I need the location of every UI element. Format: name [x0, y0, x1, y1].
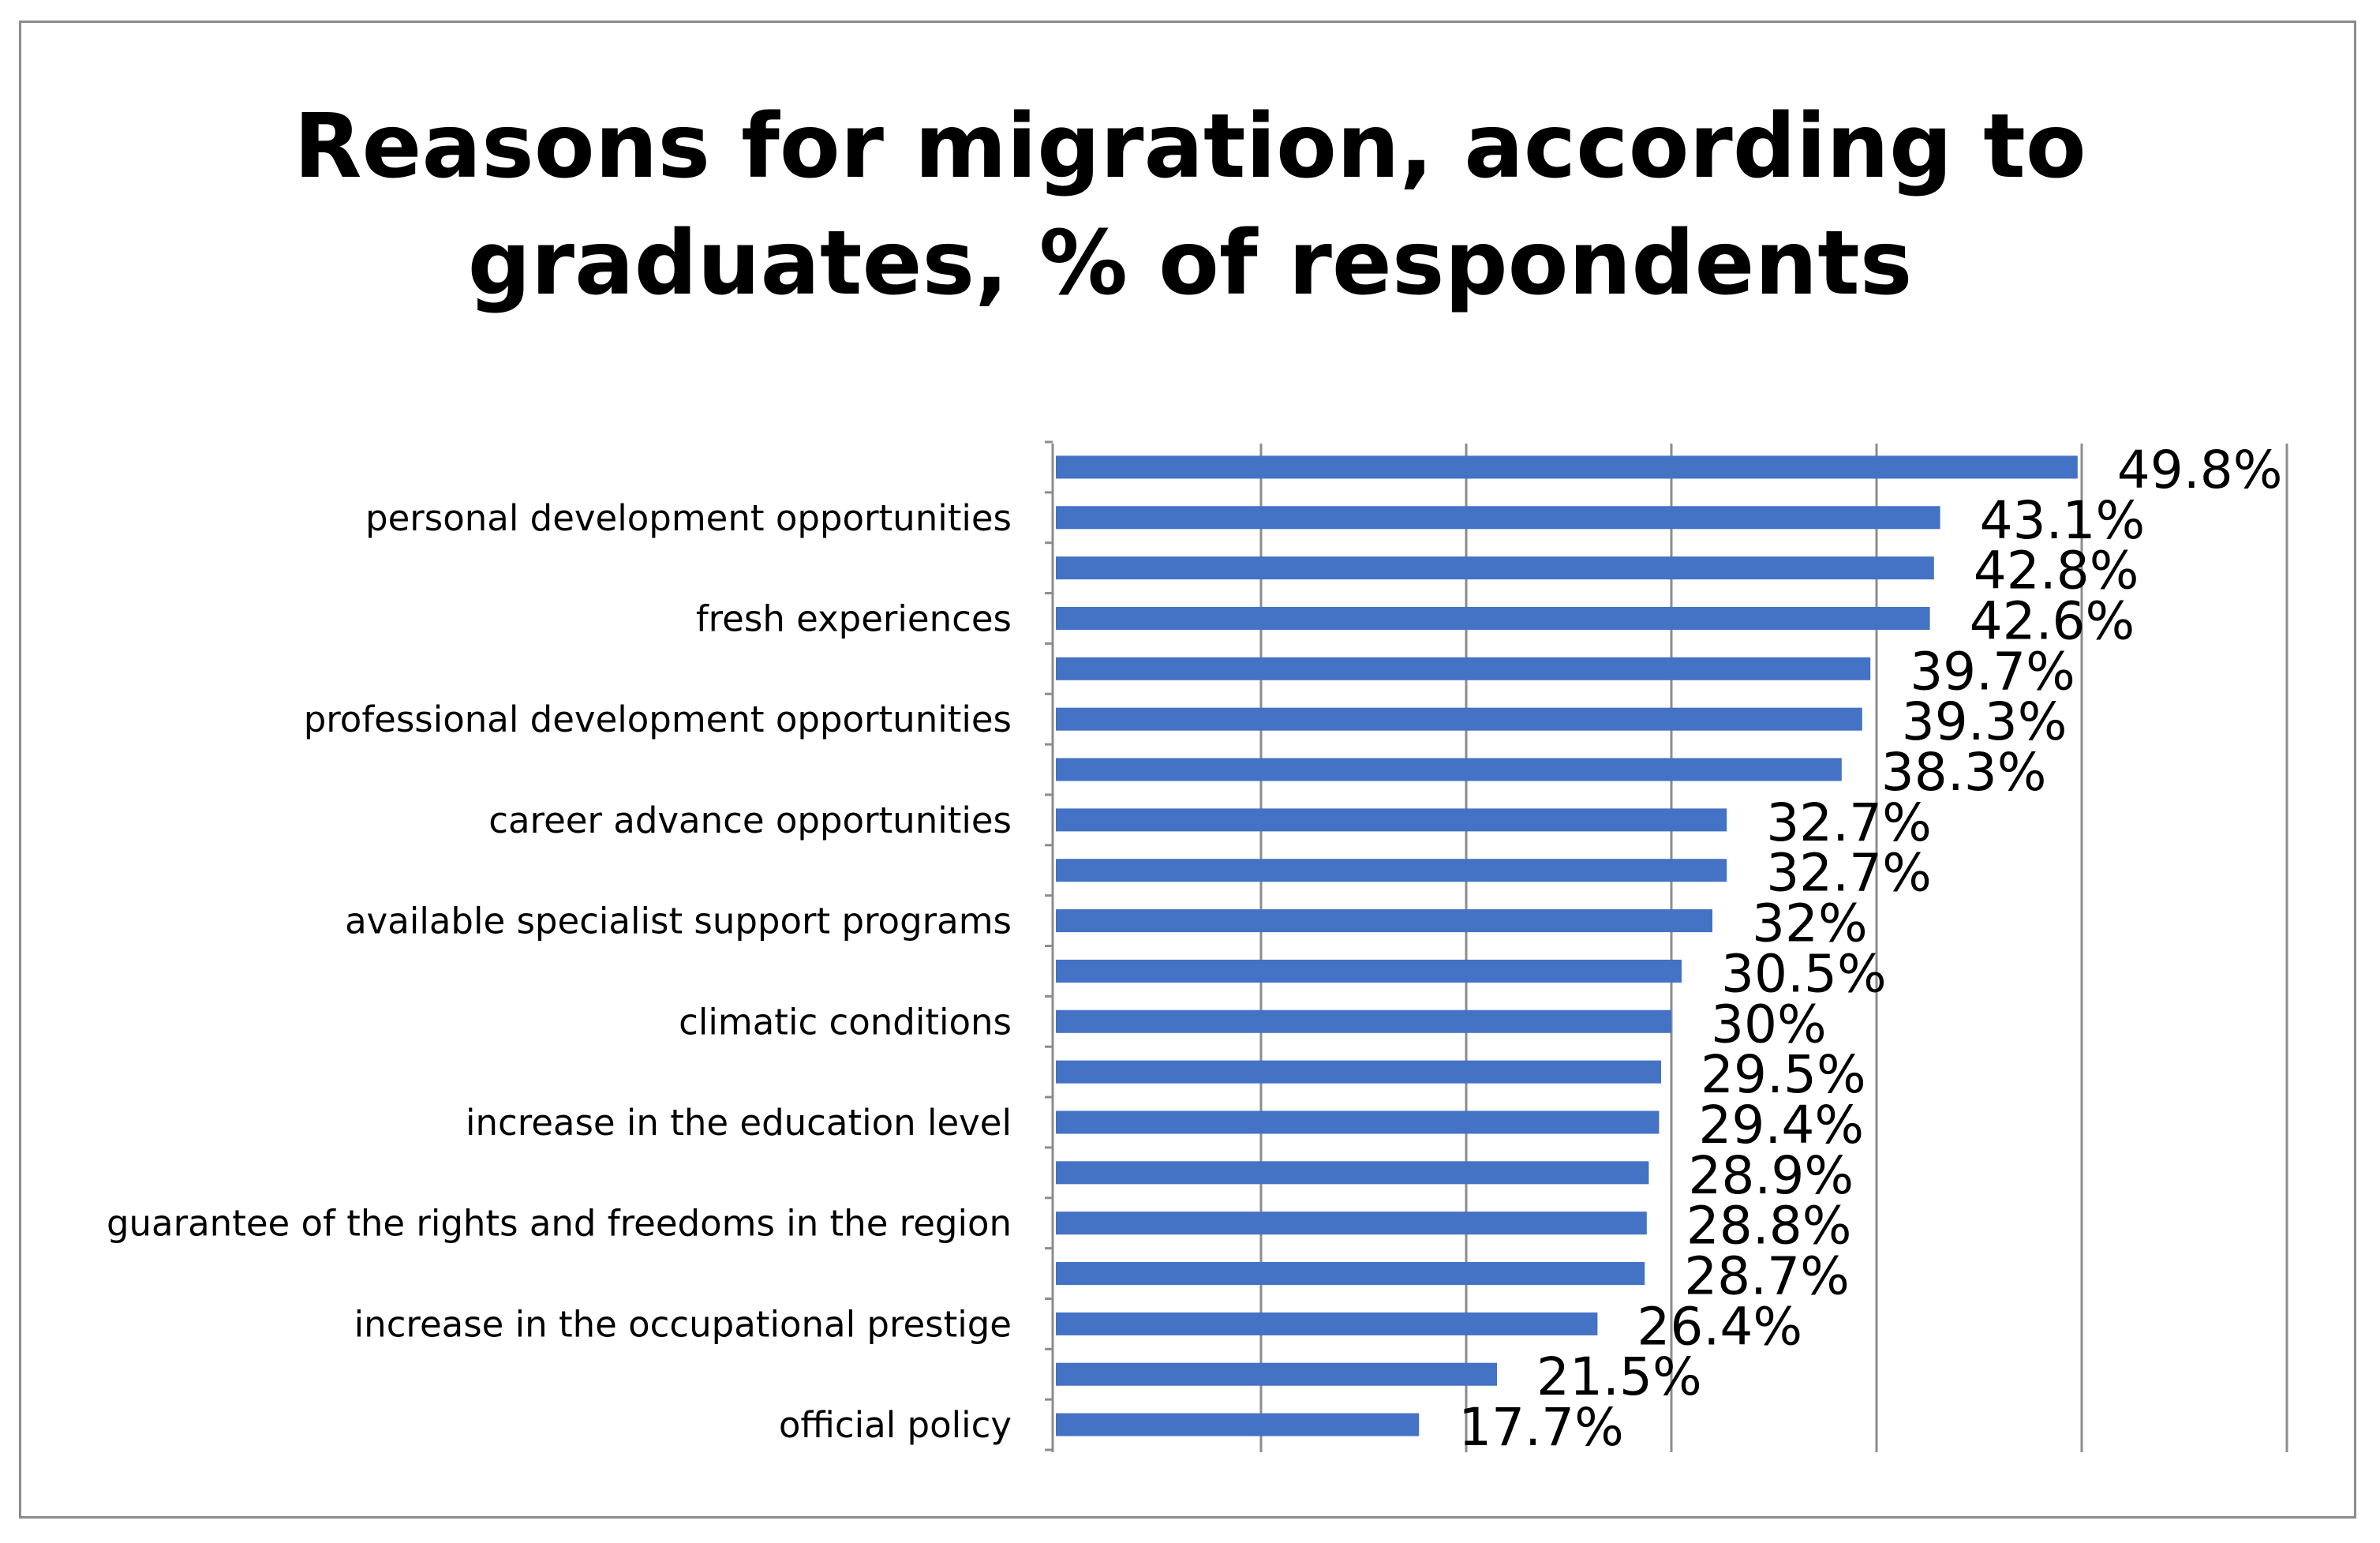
chart-title-line-1: Reasons for migration, according to — [294, 96, 2086, 198]
data-label-13: 29.4% — [1698, 1095, 1864, 1155]
data-label-16: 28.7% — [1684, 1246, 1850, 1307]
chart-title-line-2: graduates, % of respondents — [467, 212, 1913, 315]
bar-16 — [1056, 1262, 1645, 1286]
bars — [1056, 455, 2078, 1436]
category-label-11: climatic conditions — [679, 1001, 1012, 1043]
category-label-3: fresh experiences — [696, 597, 1012, 639]
data-label-10: 30.5% — [1721, 943, 1887, 1004]
data-label-6: 38.3% — [1881, 742, 2047, 803]
bar-12 — [1056, 1060, 1661, 1084]
category-labels: personal development opportunities fresh … — [107, 497, 1012, 1446]
data-label-0: 49.8% — [2117, 440, 2283, 500]
bar-5 — [1056, 707, 1862, 731]
category-label-13: increase in the education level — [466, 1102, 1012, 1144]
bar-10 — [1056, 959, 1682, 983]
category-axis — [1045, 440, 1054, 1452]
category-label-9: available specialist support programs — [345, 901, 1012, 942]
bar-3 — [1056, 606, 1930, 630]
bar-6 — [1056, 758, 1842, 781]
category-label-17: increase in the occupational prestige — [354, 1303, 1012, 1345]
data-label-17: 26.4% — [1637, 1296, 1802, 1357]
bar-0 — [1056, 455, 2078, 479]
bar-2 — [1056, 556, 1934, 580]
bar-8 — [1056, 859, 1727, 882]
data-label-15: 28.8% — [1686, 1196, 1852, 1256]
category-label-19: official policy — [779, 1404, 1012, 1446]
bar-9 — [1056, 909, 1712, 933]
category-label-7: career advance opportunities — [488, 800, 1012, 841]
data-label-2: 42.8% — [1974, 541, 2139, 601]
bar-13 — [1056, 1110, 1660, 1134]
bar-11 — [1056, 1009, 1671, 1033]
data-label-9: 32% — [1752, 893, 1868, 954]
bar-1 — [1056, 506, 1940, 530]
data-label-1: 43.1% — [1980, 490, 2146, 551]
bar-4 — [1056, 657, 1871, 680]
bar-17 — [1056, 1312, 1598, 1335]
bar-18 — [1056, 1362, 1497, 1386]
bar-19 — [1056, 1413, 1420, 1436]
category-label-5: professional development opportunities — [304, 698, 1012, 740]
bar-14 — [1056, 1161, 1649, 1185]
data-label-12: 29.5% — [1701, 1044, 1866, 1105]
data-label-19: 17.7% — [1458, 1397, 1624, 1458]
data-label-7: 32.7% — [1766, 792, 1932, 853]
data-label-5: 39.3% — [1902, 691, 2068, 752]
bar-15 — [1056, 1212, 1647, 1235]
data-label-11: 30% — [1711, 994, 1827, 1054]
category-label-15: guarantee of the rights and freedoms in … — [107, 1203, 1012, 1245]
data-label-8: 32.7% — [1766, 843, 1932, 904]
bar-7 — [1056, 808, 1727, 832]
data-labels: 49.8%43.1%42.8%42.6%39.7%39.3%38.3%32.7%… — [1458, 440, 2282, 1458]
data-label-18: 21.5% — [1536, 1346, 1702, 1407]
category-label-1: personal development opportunities — [365, 497, 1012, 539]
data-label-3: 42.6% — [1970, 590, 2135, 651]
data-label-4: 39.7% — [1910, 641, 2075, 702]
data-label-14: 28.9% — [1688, 1145, 1854, 1206]
chart-title: Reasons for migration, according to grad… — [0, 88, 2380, 322]
